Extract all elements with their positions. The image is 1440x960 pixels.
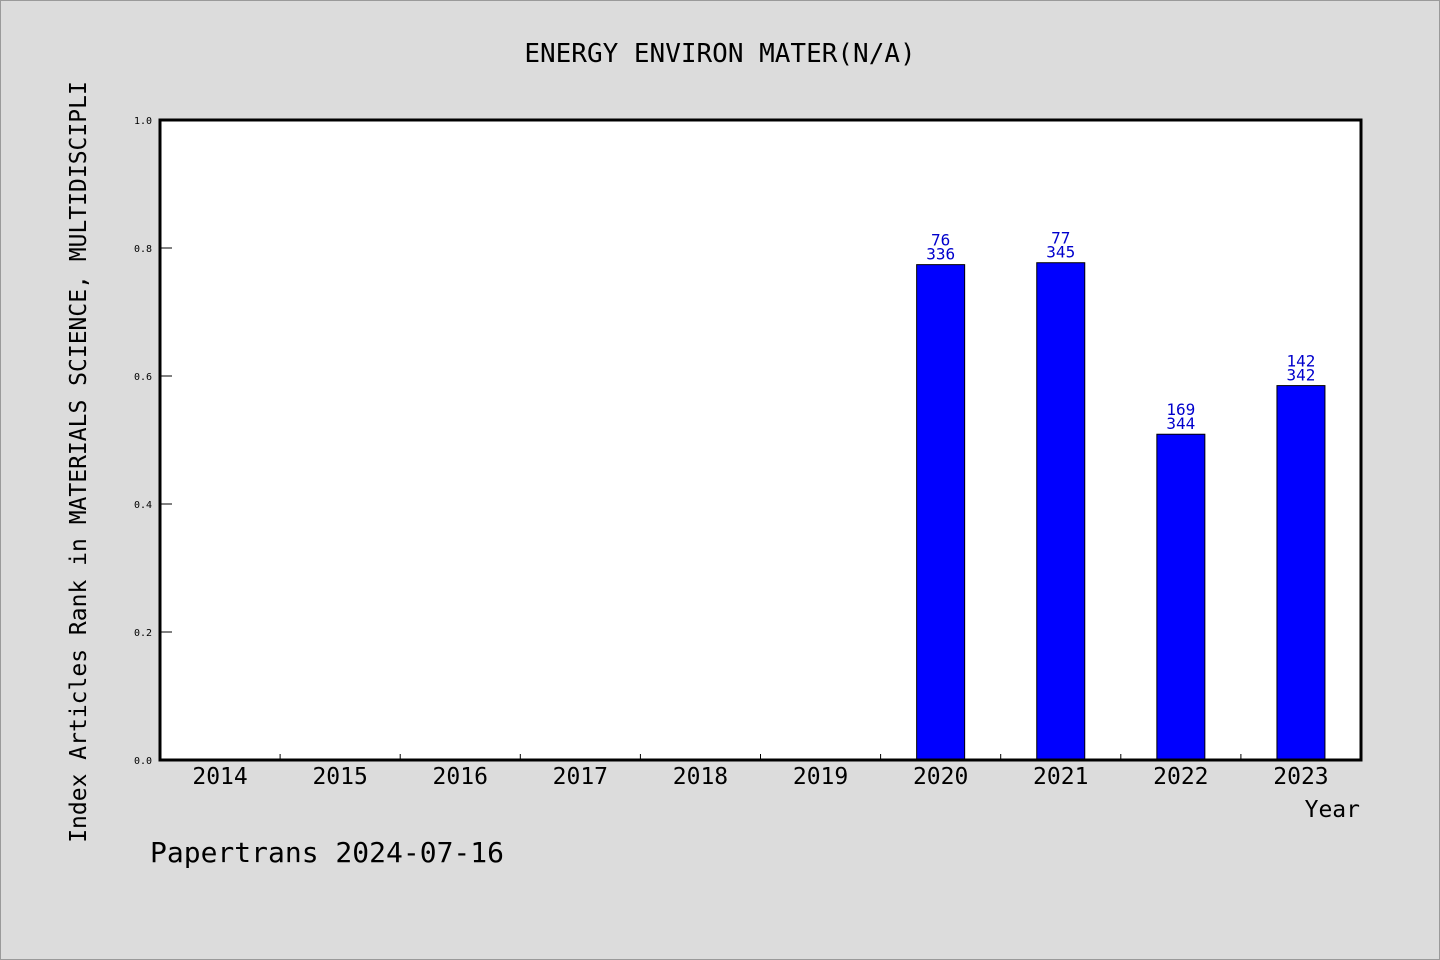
x-tick-label: 2015 <box>312 764 367 790</box>
y-tick-label: 1.0 <box>134 116 152 127</box>
y-tick-label: 0.4 <box>134 500 152 511</box>
x-tick-label: 2022 <box>1153 764 1208 790</box>
data-label-total: 345 <box>1046 243 1075 262</box>
chart-title: ENERGY ENVIRON MATER(N/A) <box>524 39 915 69</box>
y-axis-label: Index Articles Rank in MATERIALS SCIENCE… <box>66 81 92 843</box>
x-tick-label: 2023 <box>1273 764 1328 790</box>
x-axis-ticks: 2014 2015 2016 2017 2018 2019 2020 2021 2022 2023 <box>192 754 1329 790</box>
data-label-rank: 142 <box>1286 352 1315 371</box>
x-tick-label: 2018 <box>673 764 728 790</box>
data-label-rank: 76 <box>931 231 950 250</box>
data-label-rank: 77 <box>1051 229 1070 248</box>
bars <box>916 262 1326 761</box>
bar-2023 <box>1276 385 1326 761</box>
x-tick-label: 2021 <box>1033 764 1088 790</box>
x-axis-label: Year <box>1305 797 1360 823</box>
x-tick-label: 2014 <box>192 764 247 790</box>
y-tick-label: 0.6 <box>134 372 152 383</box>
data-label-rank: 169 <box>1166 400 1195 419</box>
bar-2021 <box>1036 262 1086 761</box>
bar-2020 <box>916 264 966 761</box>
x-tick-label: 2016 <box>433 764 488 790</box>
plot-border <box>158 118 1363 762</box>
data-label-total: 336 <box>926 245 955 264</box>
data-label-total: 342 <box>1286 366 1315 385</box>
x-tick-label: 2017 <box>553 764 608 790</box>
bar-2022 <box>1156 433 1206 761</box>
y-tick-label: 0.8 <box>134 244 152 255</box>
y-tick-label: 0.2 <box>134 628 152 639</box>
y-tick-label: 0.0 <box>134 756 152 767</box>
x-tick-label: 2020 <box>913 764 968 790</box>
data-label-total: 344 <box>1166 414 1195 433</box>
x-tick-label: 2019 <box>793 764 848 790</box>
footer-text: Papertrans 2024-07-16 <box>150 836 504 869</box>
